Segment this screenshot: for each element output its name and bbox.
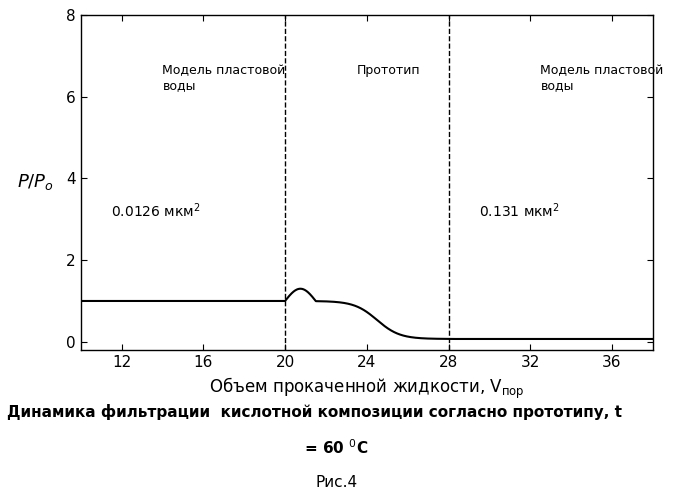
Text: Модель пластовой
воды: Модель пластовой воды (162, 64, 286, 92)
Text: Прототип: Прототип (357, 64, 420, 77)
X-axis label: Объем прокаченной жидкости, V$_{\mathregular{пор}}$: Объем прокаченной жидкости, V$_{\mathreg… (209, 376, 525, 400)
Y-axis label: $P/P_o$: $P/P_o$ (17, 172, 54, 193)
Text: = 60 $^0$C: = 60 $^0$C (304, 438, 369, 457)
Text: 0.0126 мкм$^2$: 0.0126 мкм$^2$ (112, 202, 201, 220)
Text: Модель пластовой
воды: Модель пластовой воды (540, 64, 664, 92)
Text: Рис.4: Рис.4 (316, 475, 357, 490)
Text: Динамика фильтрации  кислотной композиции согласно прототипу, t: Динамика фильтрации кислотной композиции… (7, 404, 622, 420)
Text: 0.131 мкм$^2$: 0.131 мкм$^2$ (479, 202, 560, 220)
